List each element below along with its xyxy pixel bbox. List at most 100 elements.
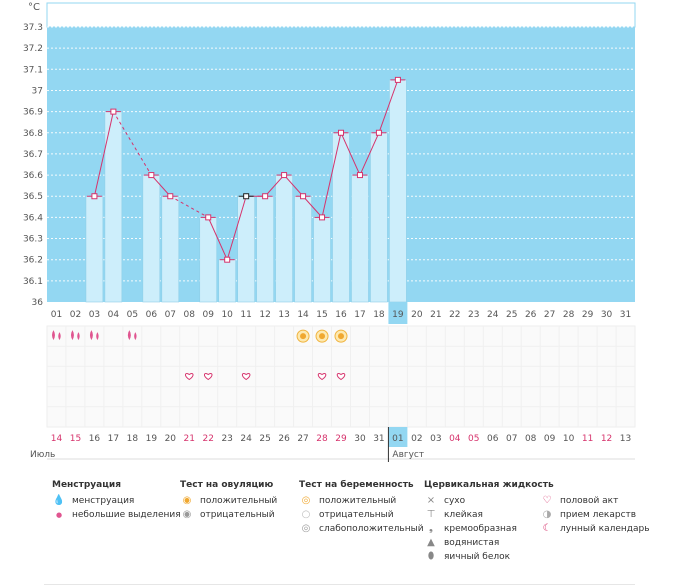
calendar-date-label: 29 (335, 434, 347, 444)
sticky-icon: ⊤ (426, 509, 436, 520)
drop-large-icon (58, 332, 61, 341)
month-label: Июль (30, 450, 55, 460)
heart-icon: ♡ (542, 495, 552, 506)
legend-label: прием лекарств (560, 510, 637, 520)
cycle-day-label: 02 (70, 310, 81, 320)
legend-item-moon: ☾ лунный календарь (540, 522, 650, 536)
cycle-day-label: 30 (601, 310, 613, 320)
calendar-date-label: 23 (221, 434, 232, 444)
legend-label: слабоположительный (319, 524, 424, 534)
eggwhite-icon: ⬮ (427, 551, 435, 562)
sun-positive-icon-core (300, 333, 307, 340)
highlighted-day-bg (388, 302, 408, 324)
calendar-date-label: 10 (563, 434, 575, 444)
calendar-date-label: 16 (89, 434, 101, 444)
calendar-date-label: 14 (51, 434, 63, 444)
y-tick-label: 36.8 (23, 129, 43, 139)
legend-item-medication: ◑ прием лекарств (540, 508, 650, 522)
y-tick-label: 36.5 (23, 192, 43, 202)
calendar-date-label: 11 (582, 434, 593, 444)
legend-label: половой акт (560, 496, 619, 506)
calendar-date-label: 30 (354, 434, 366, 444)
cycle-day-label: 11 (240, 310, 251, 320)
highlighted-date-bg (388, 427, 408, 447)
calendar-date-label: 26 (278, 434, 290, 444)
legend-item-spotting: ● небольшие выделения (52, 508, 181, 522)
temperature-line (226, 196, 247, 260)
sun-positive-icon-core (319, 333, 326, 340)
legend-title-menstruation: Менструация (52, 480, 121, 490)
legend-title-cervical: Цервикальная жидкость (424, 480, 554, 490)
cycle-day-label: 17 (354, 310, 365, 320)
temperature-bar (389, 79, 407, 303)
cycle-day-label: 24 (487, 310, 499, 320)
legend-item-pregnancy-negative: ○ отрицательный (299, 508, 424, 522)
preg-negative-icon: ○ (301, 509, 311, 520)
chart-top-strip (46, 2, 636, 28)
drop-large-icon (51, 330, 55, 341)
cycle-day-label: 05 (127, 310, 138, 320)
temperature-point (205, 214, 212, 221)
legend-label: отрицательный (319, 510, 394, 520)
legend-label: кремообразная (444, 524, 517, 534)
drop-large-icon (70, 330, 74, 341)
calendar-date-label: 18 (127, 434, 139, 444)
temperature-point (110, 108, 117, 115)
temperature-point (224, 256, 231, 263)
temperature-point (375, 129, 382, 136)
cycle-day-label: 06 (146, 310, 158, 320)
cycle-day-label: 28 (563, 310, 575, 320)
legend-item-menstruation: 💧 менструация (52, 494, 181, 508)
calendar-date-label: 08 (525, 434, 537, 444)
creamy-icon: ❟ (429, 523, 433, 534)
calendar-date-label: 07 (506, 434, 517, 444)
month-label: Август (392, 450, 424, 460)
legend-menstruation: Менструация 💧 менструация ● небольшие выде… (52, 480, 181, 522)
calendar-date-label: 27 (297, 434, 308, 444)
legend-label: лунный календарь (560, 524, 650, 534)
cycle-day-label: 08 (184, 310, 196, 320)
cycle-day-label: 01 (51, 310, 62, 320)
temperature-point (281, 172, 288, 179)
temperature-point (300, 193, 307, 200)
legend-label: клейкая (444, 510, 483, 520)
drop-large-icon (89, 330, 93, 341)
y-tick-label: 37.2 (23, 44, 43, 54)
drop-large-icon: 💧 (52, 495, 66, 506)
calendar-date-label: 01 (392, 434, 403, 444)
temperature-line (207, 217, 228, 260)
temperature-line (264, 174, 285, 197)
temperature-point (262, 193, 269, 200)
cycle-day-label: 23 (468, 310, 479, 320)
calendar-date-label: 09 (544, 434, 556, 444)
calendar-date-label: 20 (165, 434, 177, 444)
legend-title-ovulation: Тест на овуляцию (180, 480, 274, 490)
calendar-date-label: 28 (316, 434, 328, 444)
temperature-bar (142, 174, 161, 303)
temperature-bar (237, 195, 255, 303)
calendar-date-label: 05 (468, 434, 479, 444)
preg-weak-icon: ◎ (301, 523, 311, 534)
legend-item-pregnancy-positive: ◎ положительный (299, 494, 424, 508)
legend-label: небольшие выделения (72, 510, 181, 520)
sun-positive-icon-core (338, 333, 344, 340)
y-tick-label: 37 (32, 86, 43, 96)
sun-positive-icon: ◉ (182, 495, 192, 506)
y-unit-label: °C (28, 2, 40, 13)
y-tick-label: 36.3 (23, 235, 43, 245)
temperature-point (148, 172, 155, 179)
temperature-line (321, 132, 342, 218)
dry-icon: × (426, 495, 436, 506)
y-tick-label: 36.2 (23, 256, 43, 266)
heart-icon (185, 372, 194, 381)
cycle-day-label: 03 (89, 310, 100, 320)
heart-icon (241, 372, 251, 381)
legend-item-dry: × сухо (424, 494, 554, 508)
cycle-day-label: 10 (221, 310, 233, 320)
drop-large-icon (96, 332, 99, 341)
legend: Менструация 💧 менструация ● небольшие выде… (0, 480, 675, 587)
cycle-day-label: 09 (202, 310, 214, 320)
temperature-bar (313, 217, 331, 303)
temperature-line (283, 174, 304, 197)
cycle-day-label: 16 (335, 310, 347, 320)
